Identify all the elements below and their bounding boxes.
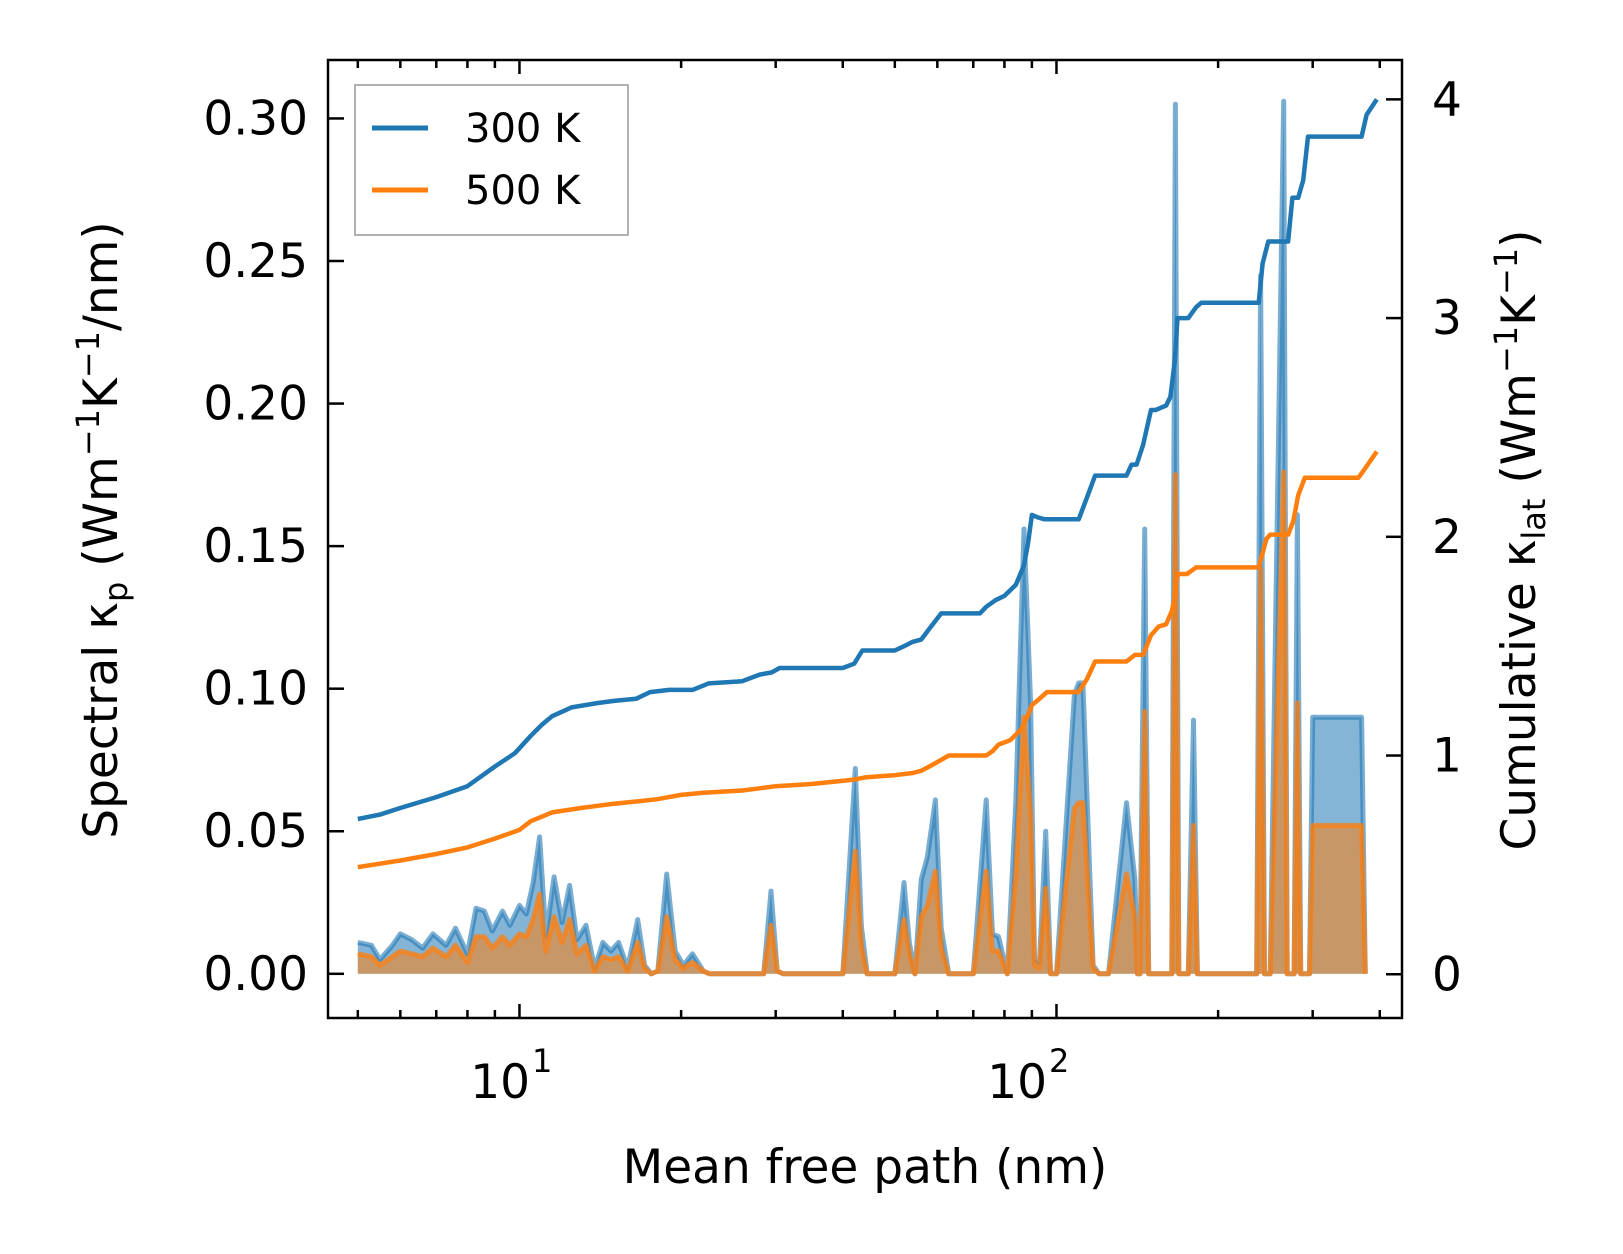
x-tick-exponent: 1 <box>532 1042 552 1080</box>
x-axis-label: Mean free path (nm) <box>623 1140 1108 1195</box>
right-y-tick-label: 4 <box>1432 72 1462 127</box>
legend: 300 K 500 K <box>354 84 629 236</box>
left-y-axis-label: Spectral κp (Wm−1K−1/nm) <box>69 221 135 838</box>
left-y-tick-label: 0.30 <box>203 91 308 146</box>
legend-label-500k: 500 K <box>465 168 582 214</box>
x-tick-labels: 10 1 10 2 <box>470 1042 1069 1110</box>
left-y-tick-label: 0.10 <box>203 662 308 717</box>
right-y-tick-label: 1 <box>1432 729 1462 784</box>
left-y-tick-label: 0.05 <box>203 804 308 859</box>
right-y-axis-label: Cumulative κlat (Wm−1K−1) <box>1487 229 1553 850</box>
legend-label-300k: 300 K <box>465 106 582 152</box>
spectral-fill-layer <box>357 98 1368 977</box>
x-tick-label: 10 <box>987 1055 1047 1110</box>
left-y-tick-label: 0.25 <box>203 234 308 289</box>
right-y-tick-label: 0 <box>1432 947 1462 1002</box>
right-y-tick-label: 3 <box>1432 291 1462 346</box>
x-tick-label: 10 <box>470 1055 530 1110</box>
cumulative-line-300k <box>357 98 1379 822</box>
tick-marks <box>328 60 1402 1018</box>
left-y-tick-label: 0.00 <box>203 947 308 1002</box>
legend-box <box>354 84 629 236</box>
cumulative-line-layer <box>357 98 1379 870</box>
spectral-line-500k <box>357 469 1368 977</box>
right-y-tick-label: 2 <box>1432 510 1462 565</box>
x-tick-exponent: 2 <box>1049 1042 1069 1080</box>
cumulative-line-500k <box>357 450 1379 870</box>
plot-frame <box>326 58 1404 1020</box>
left-y-tick-label: 0.15 <box>203 519 308 574</box>
left-y-tick-labels: 0.00 0.05 0.10 0.15 0.20 0.25 0.30 <box>203 91 308 1001</box>
left-y-tick-label: 0.20 <box>203 377 308 432</box>
right-y-tick-labels: 0 1 2 3 4 <box>1432 72 1462 1002</box>
